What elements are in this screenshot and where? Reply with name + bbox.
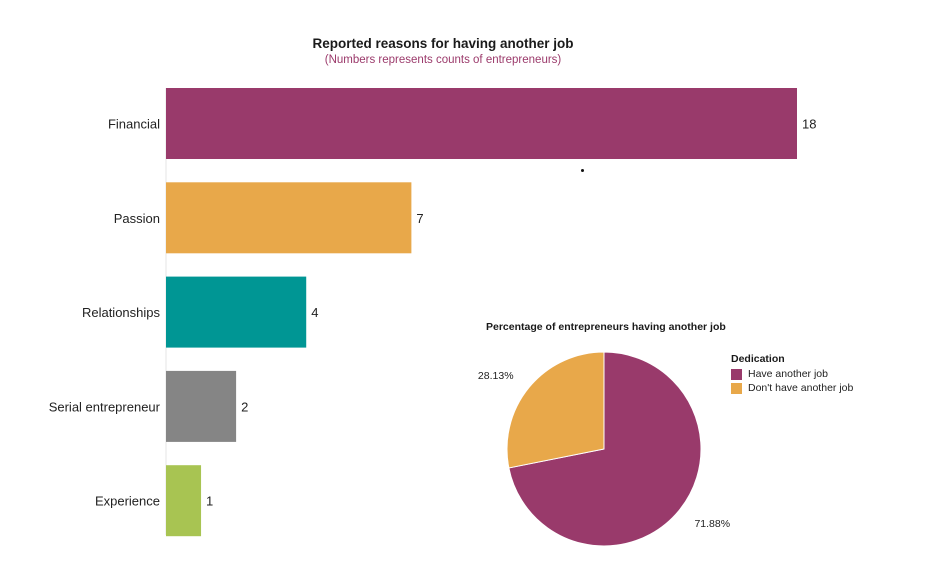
pie-percent-label-don-t-have-another-job: 28.13% xyxy=(478,370,514,382)
pie-slice-don-t-have-another-job xyxy=(506,351,605,469)
bar-financial xyxy=(166,88,797,159)
value-label-financial: 18 xyxy=(802,117,816,132)
pie-chart-title: Percentage of entrepreneurs having anoth… xyxy=(486,321,726,333)
pie-slice-have-another-job xyxy=(508,351,702,547)
value-label-serial-entrepreneur: 2 xyxy=(241,399,248,414)
bar-relationships xyxy=(166,276,307,348)
bar-serial-entrepreneur xyxy=(166,370,237,442)
pie-percent-label-have-another-job: 71.88% xyxy=(694,518,730,530)
category-label-serial-entrepreneur: Serial entrepreneur xyxy=(49,399,161,414)
bar-experience xyxy=(166,465,202,537)
legend-item-dont-have-another-job: Don't have another job xyxy=(731,382,853,394)
bar-chart-bars: Financial 18 Passion 7 Relationships 4 Serial … xyxy=(49,88,816,537)
bar-chart-title: Reported reasons for having another job xyxy=(312,36,574,51)
legend-swatch xyxy=(731,368,742,380)
stray-dot-marker xyxy=(581,169,584,172)
pie-legend: Dedication Have another job Don't have a… xyxy=(731,353,853,396)
legend-label: Don't have another job xyxy=(748,382,854,394)
legend-swatch xyxy=(731,382,742,394)
category-label-financial: Financial xyxy=(108,117,160,132)
category-label-experience: Experience xyxy=(95,494,160,509)
bar-passion xyxy=(166,182,412,254)
legend-title: Dedication xyxy=(731,353,785,365)
category-label-passion: Passion xyxy=(114,211,160,226)
legend-item-have-another-job: Have another job xyxy=(731,368,853,380)
value-label-passion: 7 xyxy=(416,211,423,226)
bar-chart-subtitle: (Numbers represents counts of entreprene… xyxy=(324,54,562,66)
value-label-relationships: 4 xyxy=(311,305,318,320)
category-label-relationships: Relationships xyxy=(82,305,161,320)
pie-chart: 71.88% 28.13% xyxy=(478,351,730,547)
value-label-experience: 1 xyxy=(206,494,213,509)
legend-label: Have another job xyxy=(748,368,828,380)
